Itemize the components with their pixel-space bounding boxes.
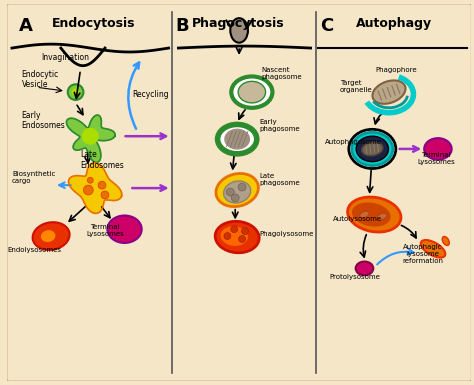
Ellipse shape [225,129,249,149]
Ellipse shape [33,222,70,250]
Ellipse shape [352,132,393,166]
Ellipse shape [360,211,369,218]
Ellipse shape [215,221,259,253]
Ellipse shape [216,174,258,207]
Text: Phagophore: Phagophore [375,67,417,72]
Text: Autophagy: Autophagy [356,17,432,30]
Ellipse shape [424,138,452,160]
Text: Terminal
Lysosomes: Terminal Lysosomes [417,152,455,165]
Polygon shape [66,115,115,162]
Circle shape [231,194,239,202]
Text: Early
Endosomes: Early Endosomes [22,111,65,131]
Circle shape [242,228,248,234]
Circle shape [87,177,93,183]
Text: Endolysosomes: Endolysosomes [8,247,62,253]
Text: C: C [320,17,334,35]
Ellipse shape [352,203,391,227]
Text: Protolysosome: Protolysosome [329,274,380,280]
Text: Late
phagosome: Late phagosome [260,173,301,186]
Circle shape [101,191,109,199]
Text: B: B [175,17,189,35]
Text: Autophagosome: Autophagosome [325,139,382,145]
Ellipse shape [362,142,383,156]
Ellipse shape [442,236,449,246]
FancyBboxPatch shape [6,3,472,382]
Text: Endocytic
Vesicle: Endocytic Vesicle [22,70,59,89]
Text: Invagination: Invagination [41,53,89,62]
Circle shape [238,236,246,243]
Text: Early
phagosome: Early phagosome [260,119,301,132]
Text: Nascent
phagosome: Nascent phagosome [262,67,302,80]
Ellipse shape [41,230,55,242]
Text: Autolysosome: Autolysosome [333,216,382,223]
Text: Phagocytosis: Phagocytosis [192,17,284,30]
Text: Recycling: Recycling [132,90,169,99]
Circle shape [83,185,93,195]
Circle shape [68,84,83,100]
Ellipse shape [231,77,273,108]
Ellipse shape [356,136,389,162]
Circle shape [98,181,106,189]
Text: Endocytosis: Endocytosis [52,17,135,30]
Ellipse shape [421,240,445,258]
Ellipse shape [349,129,396,169]
Text: Target
organelle: Target organelle [340,80,373,93]
Circle shape [231,226,237,233]
Ellipse shape [238,81,265,103]
Ellipse shape [224,181,251,203]
Circle shape [224,233,231,239]
Ellipse shape [218,124,257,154]
Ellipse shape [230,18,248,43]
Ellipse shape [108,216,142,243]
Text: Late
Endosomes: Late Endosomes [81,150,124,169]
Ellipse shape [347,197,401,232]
Text: Autophagic
lysosome
reformation: Autophagic lysosome reformation [403,244,444,264]
Polygon shape [82,128,98,144]
Text: Terminal
Lysosomes: Terminal Lysosomes [86,224,124,237]
Ellipse shape [356,261,374,275]
Text: A: A [19,17,33,35]
Ellipse shape [220,226,248,246]
Text: Biosynthetic
cargo: Biosynthetic cargo [12,171,55,184]
Polygon shape [69,163,122,213]
Circle shape [238,183,246,191]
Ellipse shape [373,80,405,104]
Ellipse shape [377,213,387,220]
Text: Phagolysosome: Phagolysosome [260,231,314,237]
Circle shape [227,188,234,196]
Circle shape [72,88,80,96]
